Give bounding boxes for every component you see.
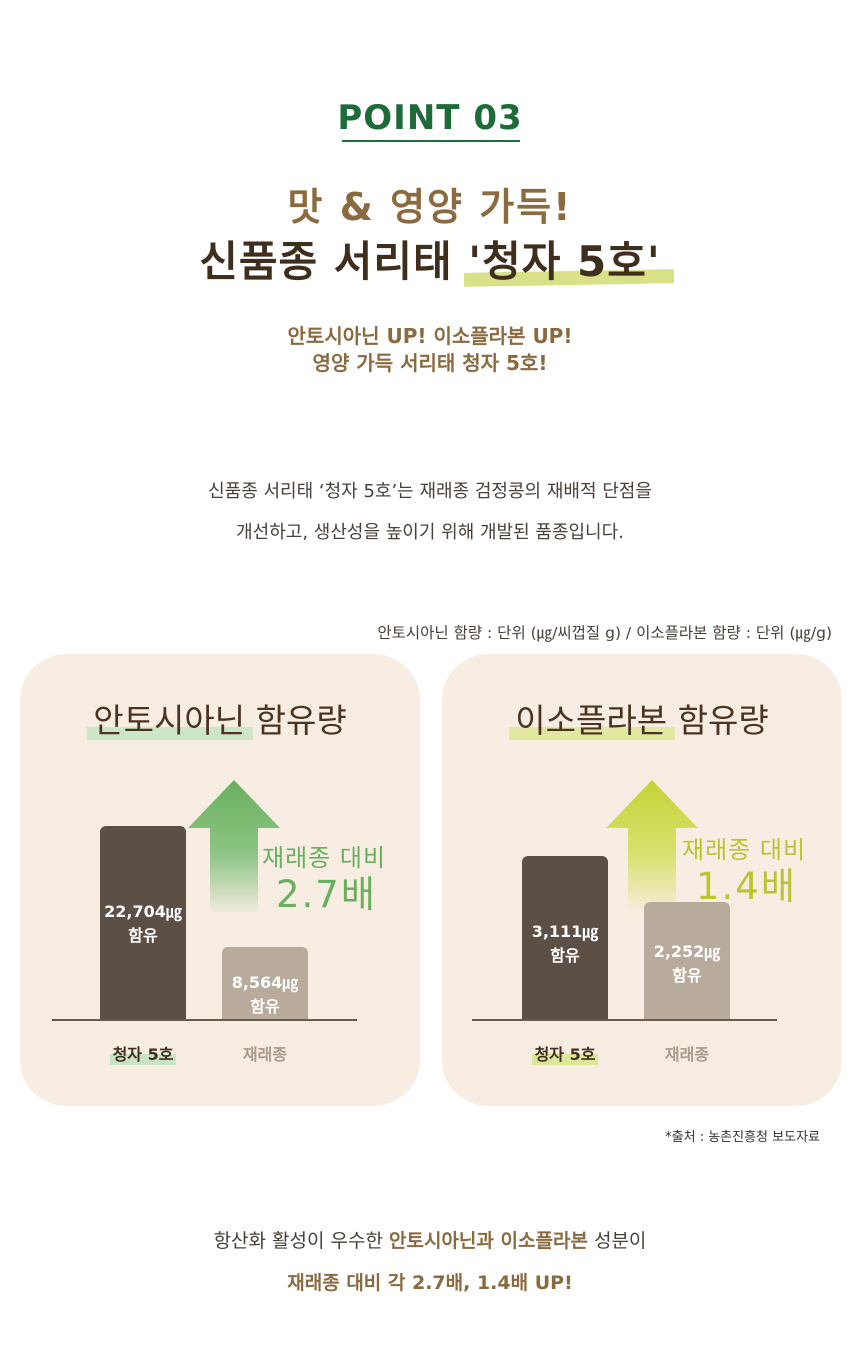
- anthocyanin-bar-native: 8,564㎍ 함유: [222, 946, 308, 1020]
- headline-line2: 신품종 서리태 '청자 5호': [0, 228, 860, 289]
- bar-value: 8,564㎍: [231, 972, 299, 992]
- footer-pre: 항산화 활성이 우수한: [213, 1230, 390, 1252]
- footer-isoflavone: 이소플라본: [500, 1230, 588, 1252]
- isoflavone-compare-label: 재래종 대비: [682, 836, 807, 864]
- footer-mid: 과: [476, 1230, 501, 1252]
- isoflavone-title-highlight: 이소플라본: [509, 694, 675, 742]
- anthocyanin-cat-native: 재래종: [242, 1045, 288, 1064]
- bar-suffix: 함유: [250, 996, 280, 1016]
- isoflavone-bar-cheongja5: 3,111㎍ 함유: [522, 856, 608, 1020]
- point-label: POINT 03: [337, 98, 523, 138]
- anthocyanin-title-highlight: 안토시아닌: [87, 694, 253, 742]
- source-note: *출처 : 농촌진흥청 보도자료: [665, 1130, 820, 1145]
- isoflavone-bar-native: 2,252㎍ 함유: [644, 901, 730, 1020]
- description-line2: 개선하고, 생산성을 높이기 위해 개발된 품종입니다.: [236, 522, 624, 543]
- tagline-1: 안토시아닌 UP! 이소플라본 UP!: [287, 324, 573, 348]
- isoflavone-compare-value: 1.4배: [696, 865, 797, 908]
- footer-line1: 항산화 활성이 우수한 안토시아닌과 이소플라본 성분이: [0, 1226, 860, 1253]
- anthocyanin-baseline: [52, 1019, 357, 1021]
- footer-post: 성분이: [587, 1230, 647, 1252]
- anthocyanin-cat-cheongja5: 청자 5호: [100, 1041, 186, 1065]
- unit-note: 안토시아닌 함량 : 단위 (㎍/씨껍질 g) / 이소플라본 함량 : 단위 …: [377, 624, 832, 642]
- bar-suffix: 함유: [672, 965, 702, 985]
- isoflavone-title-rest: 함유량: [667, 701, 769, 740]
- isoflavone-cat-native: 재래종: [664, 1045, 710, 1064]
- cat-label: 청자 5호: [531, 1041, 599, 1065]
- description-line1: 신품종 서리태 ‘청자 5호’는 재래종 검정콩의 재배적 단점을: [208, 481, 652, 502]
- footer-anthocyanin: 안토시아닌: [389, 1230, 477, 1252]
- anthocyanin-title: 안토시아닌 함유량: [20, 694, 420, 742]
- bar-value: 2,252㎍: [653, 941, 721, 961]
- isoflavone-title: 이소플라본 함유량: [442, 694, 842, 742]
- cat-label: 청자 5호: [109, 1041, 177, 1065]
- bar-suffix: 함유: [550, 946, 580, 966]
- anthocyanin-compare-label: 재래종 대비: [262, 844, 387, 872]
- anthocyanin-bar-cheongja5: 22,704㎍ 함유: [100, 826, 186, 1020]
- point-underline: [342, 140, 520, 142]
- tagline-2: 영양 가득 서리태 청자 5호!: [312, 351, 548, 375]
- up-arrow-icon: [606, 780, 698, 916]
- footer-line2: 재래종 대비 각 2.7배, 1.4배 UP!: [287, 1272, 573, 1294]
- anthocyanin-compare-value: 2.7배: [276, 873, 377, 916]
- bar-value: 22,704㎍: [104, 902, 182, 922]
- anthocyanin-title-rest: 함유량: [245, 701, 347, 740]
- bar-suffix: 함유: [128, 926, 158, 946]
- isoflavone-cat-cheongja5: 청자 5호: [522, 1041, 608, 1065]
- headline-highlight: '청자 5호': [468, 228, 660, 289]
- isoflavone-baseline: [472, 1019, 777, 1021]
- headline-line2-prefix: 신품종 서리태: [199, 237, 469, 286]
- bar-value: 3,111㎍: [531, 922, 599, 942]
- up-arrow-icon: [188, 780, 280, 916]
- headline-line1: 맛 & 영양 가득!: [287, 185, 573, 229]
